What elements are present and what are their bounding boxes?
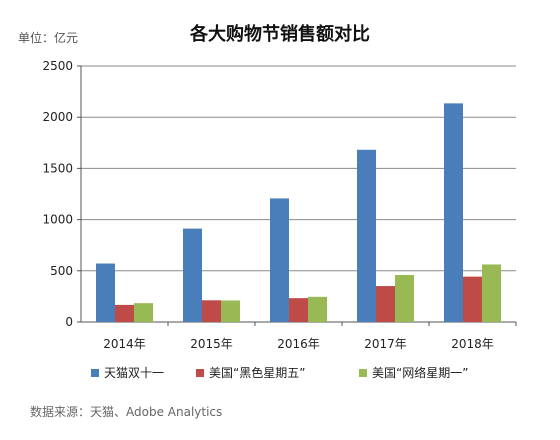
unit-label: 单位：亿元 (18, 31, 79, 45)
legend-swatch (91, 369, 99, 377)
gridlines (81, 65, 516, 272)
legend-label: 美国“网络星期一” (372, 365, 468, 380)
bar-2 (115, 304, 134, 322)
y-tick-label: 1000 (42, 213, 73, 227)
x-tick-label: 2015年 (190, 337, 233, 351)
y-tick-label: 2500 (42, 59, 73, 73)
bar-1 (270, 198, 289, 322)
legend-swatch (196, 369, 204, 377)
bar-2 (376, 286, 395, 322)
legend: 天猫双十一 美国“黑色星期五” 美国“网络星期一” (91, 365, 468, 380)
y-tick-label: 0 (65, 315, 73, 329)
bar-2 (202, 300, 221, 322)
x-tick-label: 2014年 (103, 337, 146, 351)
chart-title: 各大购物节销售额对比 (189, 23, 370, 45)
x-tick-label: 2016年 (277, 337, 320, 351)
bar-3 (395, 274, 414, 322)
legend-label: 美国“黑色星期五” (209, 366, 305, 380)
bar-1 (96, 263, 115, 322)
legend-label: 天猫双十一 (104, 366, 164, 380)
source-label: 数据来源：天猫、Adobe Analytics (30, 405, 223, 419)
bar-3 (482, 264, 501, 322)
y-tick-label: 1500 (42, 161, 73, 175)
x-tick-label: 2018年 (451, 337, 494, 351)
bar-1 (183, 228, 202, 322)
y-tick-label: 2000 (42, 110, 73, 124)
x-tick-label: 2017年 (364, 337, 407, 351)
bar-3 (134, 303, 153, 322)
bar-1 (357, 149, 376, 322)
legend-swatch (359, 369, 367, 377)
bars (96, 103, 501, 322)
bar-2 (289, 298, 308, 322)
bar-1 (444, 103, 463, 322)
bar-2 (463, 276, 482, 322)
bar-3 (221, 300, 240, 322)
bar-3 (308, 296, 327, 322)
y-tick-label: 500 (50, 264, 73, 278)
